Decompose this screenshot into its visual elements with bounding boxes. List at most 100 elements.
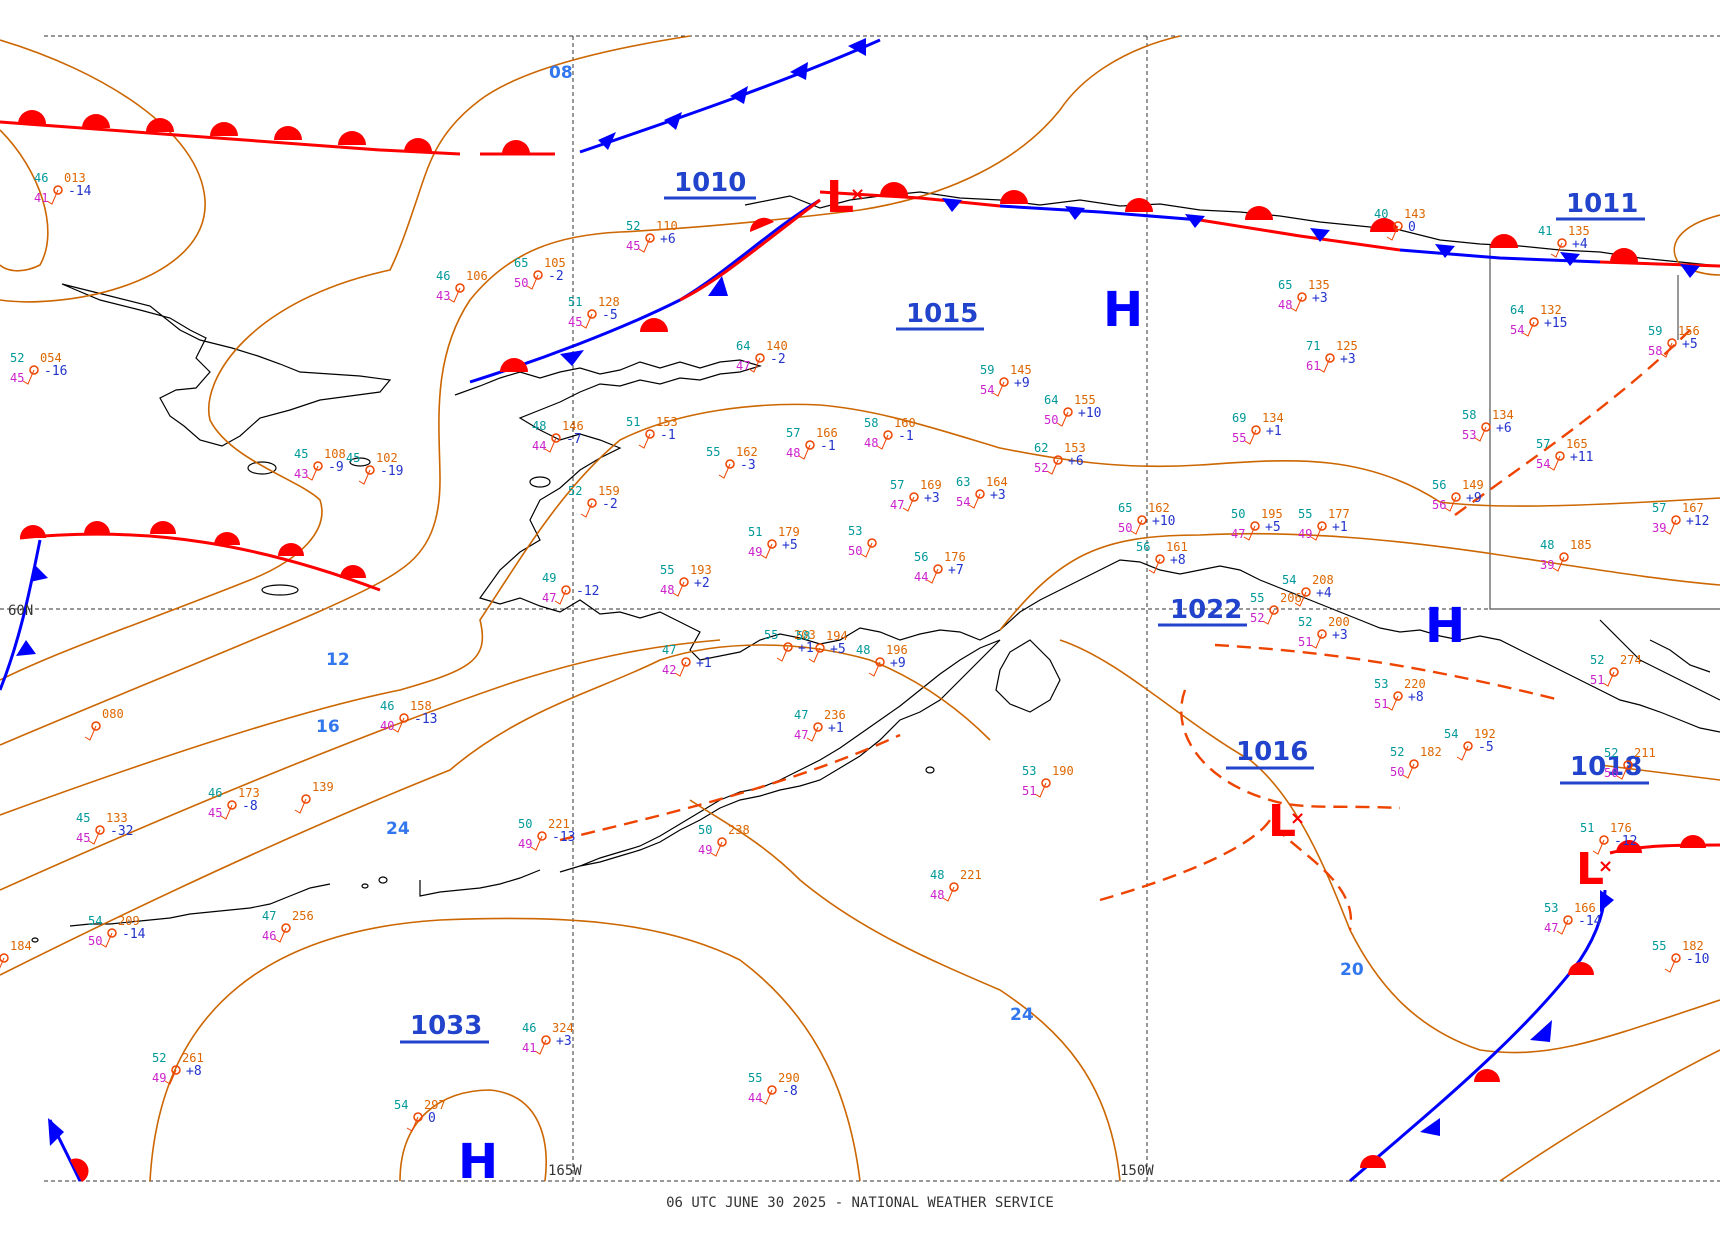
station-plot: 52 274 51 [1590, 653, 1642, 687]
station-temperature: 49 [542, 571, 556, 585]
station-pressure-tendency: +8 [1408, 690, 1424, 705]
station-dewpoint: 55 [1232, 431, 1246, 445]
station-temperature: 55 [748, 1071, 762, 1085]
station-temperature: 65 [1278, 278, 1292, 292]
map-footer: 06 UTC JUNE 30 2025 - NATIONAL WEATHER S… [666, 1195, 1054, 1211]
station-circle [313, 461, 323, 471]
station-circle [1053, 455, 1063, 465]
station-plot: 57 167+12 39 [1652, 501, 1709, 535]
station-pressure-tendency: +6 [1068, 454, 1084, 469]
station-plot: 65 105-2 50 [514, 256, 566, 290]
station-circle [1609, 667, 1619, 677]
station-temperature: 51 [748, 525, 762, 539]
station-pressure-tendency: -1 [898, 429, 914, 444]
station-circle [29, 365, 39, 375]
station-pressure-tendency: +3 [556, 1034, 572, 1049]
station-circle [1317, 521, 1327, 531]
station-pressure: 105 [544, 256, 566, 270]
station-dewpoint: 47 [794, 728, 808, 742]
station-pressure-tendency: +9 [890, 656, 906, 671]
station-plot: 45 102-19 [346, 451, 403, 485]
station-temperature: 46 [380, 699, 394, 713]
wind-barb [1522, 321, 1535, 337]
station-temperature: 62 [1034, 441, 1048, 455]
station-plot: 48 196+9 [856, 643, 908, 677]
station-plot: 46 324+3 41 [522, 1021, 574, 1055]
station-pressure-tendency: -32 [110, 824, 133, 839]
wind-barb [806, 726, 819, 742]
station-pressure-tendency: -8 [782, 1084, 798, 1099]
station-pressure: 125 [1336, 339, 1358, 353]
station-pressure: 184 [10, 939, 32, 953]
station-temperature: 58 [1462, 408, 1476, 422]
station-pressure: 134 [1492, 408, 1514, 422]
station-pressure: 209 [118, 914, 140, 928]
station-plot: 139 [294, 780, 334, 814]
station-plot: 64 155+10 50 [1044, 393, 1101, 427]
station-circle [767, 539, 777, 549]
station-dewpoint: 39 [1652, 521, 1666, 535]
svg-text:×: × [850, 184, 865, 205]
station-circle [1623, 760, 1633, 770]
station-dewpoint: 61 [1306, 359, 1320, 373]
wind-barb [638, 433, 651, 449]
station-pressure-tendency: +2 [694, 576, 710, 591]
station-pressure-tendency: -2 [770, 352, 786, 367]
station-pressure-tendency: -2 [548, 269, 564, 284]
station-temperature: 45 [294, 447, 308, 461]
station-plot: 53 220+8 51 [1374, 677, 1426, 711]
station-pressure-tendency: -7 [566, 432, 582, 447]
station-dewpoint: 51 [1590, 673, 1604, 687]
station-plot: 57 165+11 54 [1536, 437, 1593, 471]
station-pressure-tendency: +1 [828, 721, 844, 736]
station-plot: 64 140-2 47 [736, 339, 788, 373]
station-pressure: 185 [1570, 538, 1592, 552]
station-pressure: 140 [766, 339, 788, 353]
station-plot: 51 176-12 [1580, 821, 1637, 855]
station-temperature: 46 [34, 171, 48, 185]
station-dewpoint: 44 [532, 439, 546, 453]
station-pressure: 192 [1474, 727, 1496, 741]
wind-barb [580, 313, 593, 329]
station-pressure: 139 [312, 780, 334, 794]
wind-barb [1550, 242, 1563, 258]
station-dewpoint: 48 [660, 583, 674, 597]
station-dewpoint: 43 [436, 289, 450, 303]
wind-barb [672, 581, 685, 597]
wind-barb [1402, 763, 1415, 779]
station-dewpoint: 48 [1278, 298, 1292, 312]
station-pressure: 102 [376, 451, 398, 465]
station-temperature: 55 [660, 563, 674, 577]
station-temperature: 54 [1444, 727, 1458, 741]
station-pressure: 177 [1328, 507, 1350, 521]
station-pressure: 106 [466, 269, 488, 283]
wind-barb [1262, 609, 1275, 625]
station-pressure-tendency: +5 [782, 538, 798, 553]
station-dewpoint: 47 [542, 591, 556, 605]
station-pressure-tendency: +3 [990, 488, 1006, 503]
station-circle [413, 1112, 423, 1122]
station-pressure: 211 [1634, 746, 1656, 760]
station-pressure: 143 [1404, 207, 1426, 221]
station-circle [933, 564, 943, 574]
station-dewpoint: 44 [914, 570, 928, 584]
station-circle [1325, 353, 1335, 363]
station-temperature: 53 [1544, 901, 1558, 915]
station-pressure-tendency: +6 [660, 232, 676, 247]
pressure-value: 1016 [1236, 737, 1308, 767]
station-temperature: 56 [1432, 478, 1446, 492]
svg-text:24: 24 [1010, 1005, 1034, 1025]
station-circle [91, 721, 101, 731]
station-plot: 54 209-14 50 [88, 914, 146, 948]
wind-barb [1602, 671, 1615, 687]
station-pressure-tendency: -13 [414, 712, 437, 727]
pressure-value: 1022 [1170, 595, 1242, 625]
station-pressure: 134 [1262, 411, 1284, 425]
station-dewpoint: 41 [522, 1041, 536, 1055]
wind-barb [392, 717, 405, 733]
station-circle [1317, 629, 1327, 639]
station-circle [107, 928, 117, 938]
station-temperature: 57 [1536, 437, 1550, 451]
